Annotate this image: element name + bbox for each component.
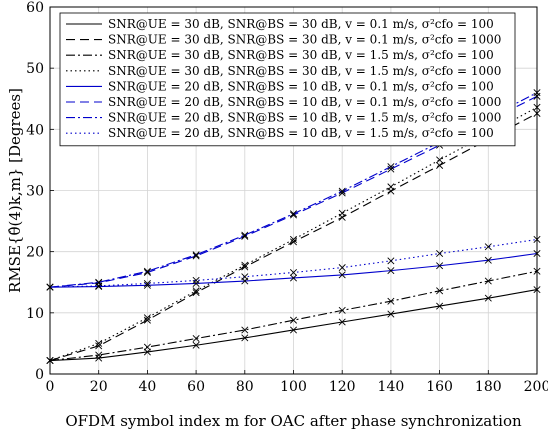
data-point-marker	[338, 209, 346, 217]
data-point-marker	[289, 274, 298, 282]
data-point-marker	[289, 238, 298, 246]
data-point-marker	[143, 343, 151, 351]
data-point-marker	[192, 252, 200, 260]
data-point-marker	[95, 339, 103, 347]
axis-ticks: 0 20 40 60 80 100 120 140 160 180 200 0 10 20 30 40 50 60	[26, 0, 548, 395]
data-point-marker	[192, 279, 200, 287]
legend-entry-4: SNR@UE = 30 dB, SNR@BS = 30 dB, v = 1.5 …	[108, 64, 501, 78]
data-point-marker	[289, 316, 298, 324]
x-tick-label: 60	[187, 379, 205, 395]
data-point-marker	[192, 251, 200, 259]
data-point-marker	[338, 264, 346, 272]
x-axis-label: OFDM symbol index m for OAC after phase …	[65, 412, 522, 430]
data-point-marker	[143, 316, 151, 324]
data-point-marker	[241, 273, 249, 281]
data-point-marker	[484, 277, 492, 285]
data-point-marker	[387, 267, 395, 275]
data-point-marker	[387, 183, 395, 191]
x-tick-label: 20	[90, 379, 108, 395]
x-tick-label: 180	[475, 379, 502, 395]
y-tick-label: 50	[26, 61, 44, 77]
x-tick-label: 100	[280, 379, 307, 395]
x-tick-label: 200	[524, 379, 548, 395]
data-point-marker	[387, 257, 395, 265]
data-point-marker	[192, 341, 200, 349]
y-tick-label: 0	[35, 367, 44, 383]
data-point-marker	[95, 282, 103, 290]
data-point-marker	[436, 302, 444, 310]
data-point-marker	[241, 261, 249, 269]
x-tick-label: 0	[46, 379, 55, 395]
x-tick-label: 120	[329, 379, 356, 395]
data-point-marker	[241, 334, 249, 342]
y-tick-label: 20	[26, 245, 44, 261]
legend-entry-5: SNR@UE = 20 dB, SNR@BS = 10 dB, v = 0.1 …	[108, 79, 494, 93]
legend: SNR@UE = 30 dB, SNR@BS = 30 dB, v = 0.1 …	[59, 12, 516, 147]
legend-entry-8: SNR@UE = 20 dB, SNR@BS = 10 dB, v = 1.5 …	[108, 126, 494, 140]
data-point-marker	[338, 189, 346, 197]
data-point-marker	[192, 276, 200, 284]
data-point-marker	[436, 156, 444, 164]
data-point-marker	[192, 335, 200, 343]
data-point-marker	[338, 318, 346, 326]
data-point-marker	[289, 235, 298, 243]
data-point-marker	[143, 279, 151, 287]
y-tick-label: 40	[26, 122, 44, 138]
legend-entry-3: SNR@UE = 30 dB, SNR@BS = 30 dB, v = 1.5 …	[108, 48, 494, 62]
data-point-marker	[192, 287, 200, 295]
data-point-marker	[338, 306, 346, 314]
legend-entry-7: SNR@UE = 20 dB, SNR@BS = 10 dB, v = 1.5 …	[108, 111, 501, 125]
data-point-marker	[436, 249, 444, 258]
data-point-marker	[143, 314, 151, 322]
data-point-marker	[143, 267, 151, 275]
x-tick-label: 80	[236, 379, 254, 395]
data-point-marker	[484, 243, 492, 251]
legend-entry-6: SNR@UE = 20 dB, SNR@BS = 10 dB, v = 0.1 …	[108, 95, 501, 109]
y-axis-label: RMSE{θ̂(4)k,m} [Degrees]	[6, 88, 24, 293]
data-point-marker	[95, 354, 103, 362]
data-point-marker	[436, 287, 444, 295]
data-point-marker	[241, 231, 249, 239]
data-point-marker	[95, 351, 103, 359]
data-point-marker	[387, 310, 395, 318]
data-point-marker	[338, 271, 346, 279]
data-point-marker	[387, 165, 395, 173]
data-point-marker	[387, 297, 395, 305]
y-tick-label: 10	[26, 306, 44, 322]
data-point-marker	[241, 263, 249, 271]
data-point-marker	[436, 161, 444, 169]
y-tick-label: 60	[26, 0, 44, 16]
legend-box	[59, 12, 516, 147]
data-point-marker	[241, 326, 249, 334]
data-point-marker	[484, 294, 492, 302]
data-point-marker	[484, 256, 492, 264]
data-point-marker	[436, 262, 444, 270]
legend-entry-1: SNR@UE = 30 dB, SNR@BS = 30 dB, v = 0.1 …	[108, 17, 494, 31]
data-point-marker	[289, 268, 298, 276]
data-point-marker	[289, 326, 298, 334]
data-point-marker	[192, 289, 200, 297]
x-tick-label: 140	[378, 379, 405, 395]
legend-entry-2: SNR@UE = 30 dB, SNR@BS = 30 dB, v = 0.1 …	[108, 33, 501, 47]
data-point-marker	[338, 187, 346, 195]
x-tick-label: 160	[426, 379, 453, 395]
x-tick-label: 40	[138, 379, 156, 395]
data-point-marker	[387, 163, 395, 171]
data-point-marker	[289, 210, 298, 218]
y-tick-label: 30	[26, 184, 44, 200]
data-point-marker	[143, 268, 151, 276]
